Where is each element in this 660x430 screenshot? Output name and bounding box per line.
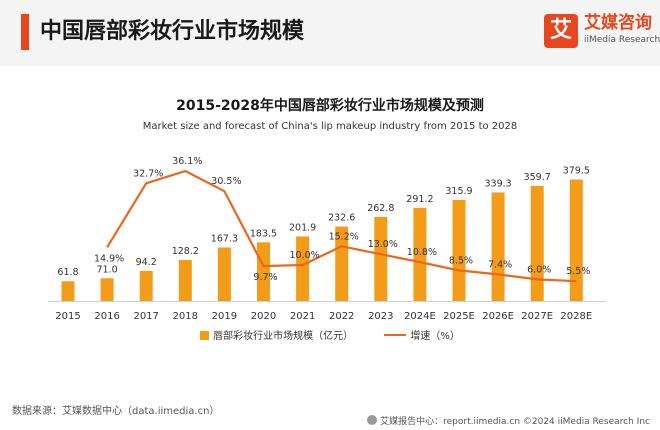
bar-value-label-2021: 201.9 — [289, 222, 316, 233]
bar-value-label-2028E: 379.5 — [563, 166, 590, 177]
growth-label-2025E: 8.5% — [449, 255, 473, 266]
growth-label-2017: 32.7% — [133, 168, 163, 179]
footer-report-text: 艾媒报告中心：report.iimedia.cn ©2024 iiMedia R… — [380, 417, 650, 427]
bar-2018 — [178, 259, 192, 301]
chart-legend: 唇部彩妆行业市场规模（亿元） 增速（%） — [0, 330, 660, 345]
x-tick-label-2020: 2020 — [251, 311, 276, 322]
growth-label-2019: 30.5% — [211, 176, 241, 187]
growth-label-2024E: 10.8% — [407, 247, 437, 258]
bar-value-label-2022: 232.6 — [328, 213, 355, 224]
growth-label-2026E: 7.4% — [488, 259, 512, 270]
x-tick-label-2023: 2023 — [368, 311, 393, 322]
growth-label-2028E: 5.5% — [566, 266, 590, 277]
brand-name: 艾媒咨询 — [584, 13, 652, 33]
legend-item-market-size: 唇部彩妆行业市场规模（亿元） — [200, 330, 353, 344]
legend-line-swatch — [384, 334, 407, 336]
brand-subtitle: iiMedia Research — [584, 35, 660, 45]
bar-2028E — [569, 179, 583, 301]
chart-title: 2015-2028年中国唇部彩妆行业市场规模及预测 — [176, 98, 484, 114]
legend-label-market-size: 唇部彩妆行业市场规模（亿元） — [213, 331, 354, 342]
bar-value-label-2018: 128.2 — [172, 246, 199, 257]
bar-2021 — [296, 236, 310, 301]
footer-report: 艾媒报告中心：report.iimedia.cn ©2024 iiMedia R… — [367, 414, 650, 427]
growth-label-2023: 13.0% — [368, 239, 398, 250]
x-tick-label-2026E: 2026E — [482, 311, 514, 322]
growth-line — [106, 169, 577, 283]
bar-value-label-2017: 94.2 — [136, 257, 157, 268]
bar-2022 — [335, 226, 349, 301]
bar-value-label-2025E: 315.9 — [445, 186, 472, 197]
legend-bar-swatch — [200, 331, 210, 340]
growth-label-2027E: 6.0% — [527, 264, 551, 275]
growth-label-2021: 10.0% — [290, 250, 320, 261]
x-tick-label-2028E: 2028E — [560, 311, 592, 322]
legend-item-growth: 增速（%） — [384, 330, 460, 344]
x-tick-label-2015: 2015 — [55, 311, 80, 322]
x-tick-label-2017: 2017 — [133, 311, 158, 322]
report-icon — [367, 415, 378, 425]
legend-label-growth: 增速（%） — [410, 331, 460, 342]
bar-value-label-2027E: 359.7 — [524, 172, 551, 183]
bar-2026E — [491, 192, 505, 301]
x-tick-label-2018: 2018 — [173, 311, 198, 322]
x-tick-label-2024E: 2024E — [404, 311, 436, 322]
bar-2015 — [61, 281, 75, 301]
x-tick-label-2021: 2021 — [290, 311, 315, 322]
x-tick-label-2027E: 2027E — [521, 311, 553, 322]
bar-2023 — [374, 216, 388, 301]
brand-logo-icon: 艾 — [544, 14, 578, 48]
bar-2024E — [413, 207, 427, 301]
chart-subtitle: Market size and forecast of China's lip … — [142, 121, 518, 132]
bar-2017 — [139, 270, 153, 301]
bar-value-label-2015: 61.8 — [57, 267, 78, 278]
bar-value-label-2024E: 291.2 — [406, 194, 433, 205]
bar-value-label-2019: 167.3 — [211, 233, 238, 244]
bar-2025E — [452, 199, 466, 301]
growth-label-2020: 9.7% — [253, 272, 277, 283]
x-tick-label-2025E: 2025E — [443, 311, 475, 322]
x-tick-label-2016: 2016 — [94, 311, 119, 322]
bar-2016 — [100, 278, 114, 301]
bar-2020 — [257, 242, 270, 301]
bar-2019 — [217, 247, 231, 301]
page-title: 中国唇部彩妆行业市场规模 — [40, 19, 305, 44]
growth-label-2022: 15.2% — [329, 231, 359, 242]
growth-label-2018: 36.1% — [172, 156, 202, 167]
data-source: 数据来源：艾媒数据中心（data.iimedia.cn） — [12, 406, 220, 417]
bar-value-label-2020: 183.5 — [250, 228, 277, 239]
bar-value-label-2026E: 339.3 — [484, 178, 511, 189]
x-tick-label-2022: 2022 — [329, 311, 354, 322]
bar-2027E — [530, 185, 544, 301]
growth-label-2016: 14.9% — [94, 253, 124, 264]
x-tick-label-2019: 2019 — [212, 311, 237, 322]
bar-value-label-2023: 262.8 — [367, 203, 394, 214]
bar-value-label-2016: 71.0 — [97, 264, 118, 275]
header-accent-bar — [21, 14, 29, 50]
